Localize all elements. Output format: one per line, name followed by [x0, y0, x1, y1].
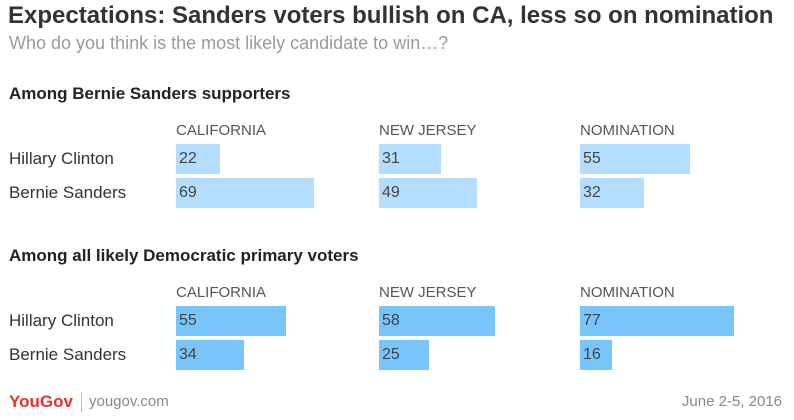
bar — [580, 306, 734, 336]
yougov-logo[interactable]: YouGov — [9, 392, 73, 411]
bar-value-label: 55 — [583, 150, 601, 167]
survey-date: June 2-5, 2016 — [681, 393, 782, 410]
row-label: Bernie Sanders — [9, 345, 127, 364]
site-link[interactable]: yougov.com — [89, 393, 169, 410]
row-label: Hillary Clinton — [9, 149, 114, 168]
bar-value-label: 49 — [382, 184, 400, 201]
bar — [580, 144, 690, 174]
bar — [176, 144, 220, 174]
column-header: CALIFORNIA — [176, 284, 267, 301]
bar — [379, 340, 429, 370]
column-header: NEW JERSEY — [379, 122, 477, 139]
footer: YouGov yougov.com June 2-5, 2016 — [0, 388, 794, 420]
bar — [580, 178, 644, 208]
bar-value-label: 69 — [179, 184, 197, 201]
row-label: Bernie Sanders — [9, 183, 127, 202]
bar — [379, 144, 441, 174]
bar-value-label: 22 — [179, 150, 197, 167]
bar — [176, 178, 314, 208]
column-header: NOMINATION — [580, 122, 675, 139]
footer-divider — [81, 392, 82, 412]
bar-value-label: 34 — [179, 346, 197, 363]
bar-value-label: 58 — [382, 312, 400, 329]
chart-title: Expectations: Sanders voters bullish on … — [8, 2, 774, 29]
bar — [379, 178, 477, 208]
row-label: Hillary Clinton — [9, 311, 114, 330]
column-header: CALIFORNIA — [176, 122, 267, 139]
bar-value-label: 31 — [382, 150, 400, 167]
chart-subtitle: Who do you think is the most likely cand… — [9, 33, 449, 53]
bar-value-label: 55 — [179, 312, 197, 329]
bar — [176, 340, 244, 370]
bar-value-label: 77 — [583, 312, 601, 329]
bar — [580, 340, 612, 370]
section-title: Among all likely Democratic primary vote… — [9, 246, 359, 265]
bar-value-label: 25 — [382, 346, 400, 363]
column-header: NOMINATION — [580, 284, 675, 301]
bar-value-label: 16 — [583, 346, 601, 363]
bar-value-label: 32 — [583, 184, 601, 201]
bar — [176, 306, 286, 336]
bar — [379, 306, 495, 336]
column-header: NEW JERSEY — [379, 284, 477, 301]
section-title: Among Bernie Sanders supporters — [9, 84, 291, 103]
